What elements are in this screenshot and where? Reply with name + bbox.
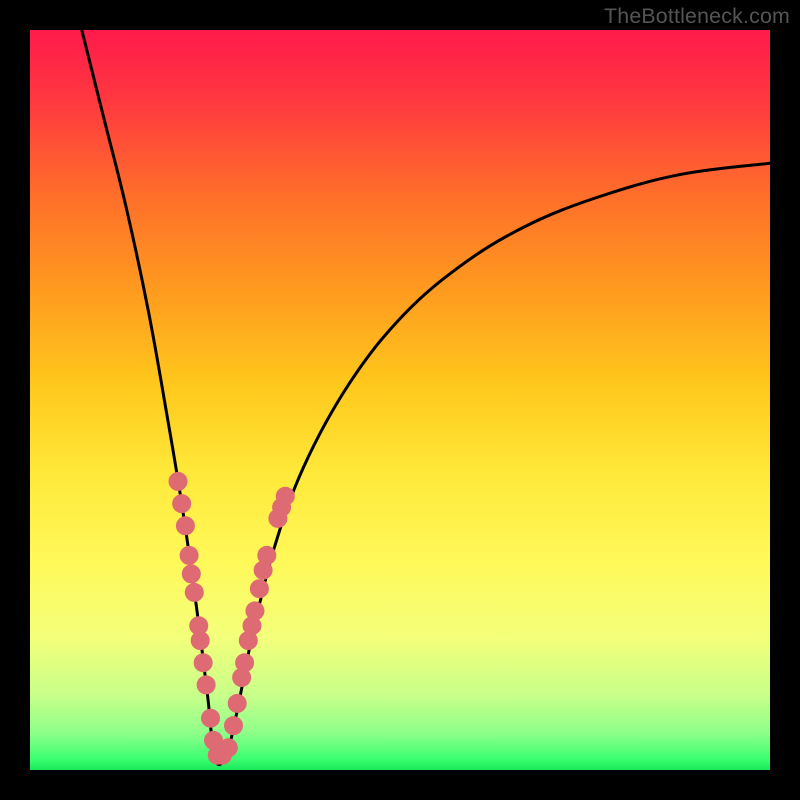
- bottleneck-curve: [82, 30, 770, 765]
- scatter-point: [194, 654, 212, 672]
- scatter-point: [225, 717, 243, 735]
- scatter-point: [169, 472, 187, 490]
- plot-area: [30, 30, 770, 770]
- scatter-point: [173, 495, 191, 513]
- scatter-point: [236, 654, 254, 672]
- scatter-point: [176, 517, 194, 535]
- scatter-point: [276, 487, 294, 505]
- scatter-point: [246, 602, 264, 620]
- scatter-point: [258, 546, 276, 564]
- scatter-point: [228, 694, 246, 712]
- watermark-text: TheBottleneck.com: [604, 4, 790, 29]
- scatter-point: [250, 580, 268, 598]
- scatter-point: [219, 739, 237, 757]
- scatter-point: [191, 632, 209, 650]
- figure-root: TheBottleneck.com: [0, 0, 800, 800]
- scatter-point: [180, 546, 198, 564]
- curve-svg: [30, 30, 770, 770]
- scatter-point: [185, 583, 203, 601]
- scatter-point: [197, 676, 215, 694]
- scatter-point: [202, 709, 220, 727]
- scatter-point: [182, 565, 200, 583]
